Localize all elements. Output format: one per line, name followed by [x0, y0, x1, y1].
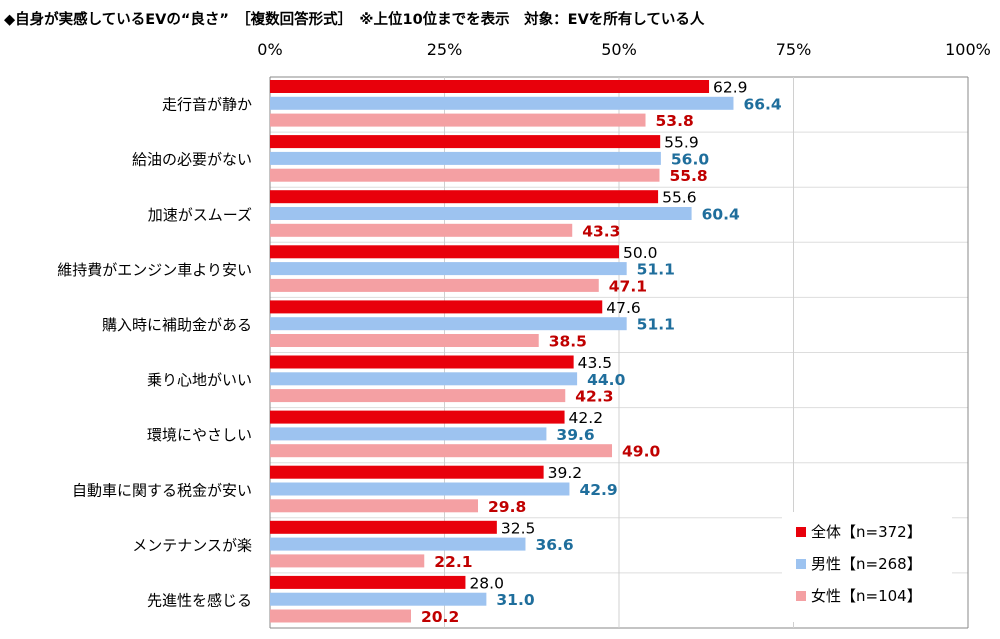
bar — [270, 592, 487, 606]
data-label: 39.2 — [548, 464, 583, 482]
x-tick-label: 25% — [427, 40, 463, 59]
bar — [270, 465, 544, 479]
data-label: 38.5 — [549, 333, 587, 351]
bar — [270, 520, 497, 534]
data-label: 55.9 — [664, 134, 699, 152]
bar — [270, 135, 661, 149]
legend-swatch — [796, 559, 806, 569]
bar — [270, 372, 578, 386]
category-label: 購入時に補助金がある — [102, 316, 252, 334]
category-label: 走行音が静か — [162, 96, 252, 114]
category-label: 環境にやさしい — [147, 426, 252, 444]
legend-swatch — [796, 591, 806, 601]
data-label: 43.5 — [578, 354, 613, 372]
bar — [270, 609, 411, 623]
category-label: 自動車に関する税金が安い — [72, 481, 252, 499]
bar — [270, 278, 599, 292]
data-label: 56.0 — [671, 150, 709, 168]
data-label: 51.1 — [637, 261, 675, 279]
category-label: 加速がスムーズ — [148, 206, 252, 224]
x-tick-label: 75% — [776, 40, 812, 59]
data-label: 55.6 — [662, 189, 697, 207]
bar — [270, 427, 547, 441]
data-label: 60.4 — [702, 206, 740, 224]
data-label: 53.8 — [656, 112, 694, 130]
bar — [270, 537, 526, 551]
bar — [270, 151, 661, 165]
category-label: 先進性を感じる — [147, 591, 252, 609]
bar — [270, 262, 627, 276]
data-label: 20.2 — [421, 608, 459, 626]
data-label: 62.9 — [713, 79, 748, 97]
category-label: 維持費がエンジン車より安い — [57, 261, 252, 279]
data-label: 42.9 — [579, 481, 617, 499]
data-label: 29.8 — [488, 498, 526, 516]
x-tick-label: 0% — [257, 40, 282, 59]
data-label: 22.1 — [434, 553, 472, 571]
bar — [270, 113, 646, 127]
legend-label: 男性【n=268】 — [811, 555, 922, 573]
bar — [270, 444, 613, 458]
bar — [270, 245, 619, 259]
legend-label: 全体【n=372】 — [811, 523, 922, 541]
bar — [270, 96, 734, 110]
data-label: 51.1 — [637, 316, 675, 334]
category-label: メンテナンスが楽 — [132, 536, 252, 554]
chart-title: ◆自身が実感しているEVの“良さ” ［複数回答形式］ ※上位10位までを表示 対… — [4, 10, 705, 28]
data-label: 42.2 — [569, 409, 604, 427]
bar — [270, 482, 570, 496]
bar — [270, 554, 425, 568]
data-label: 28.0 — [469, 574, 504, 592]
data-label: 47.1 — [609, 277, 647, 295]
data-label: 32.5 — [501, 519, 536, 537]
bar — [270, 334, 539, 347]
legend-label: 女性【n=104】 — [811, 587, 922, 605]
data-label: 43.3 — [582, 222, 620, 240]
data-label: 66.4 — [743, 95, 781, 113]
bar — [270, 223, 573, 237]
data-label: 55.8 — [669, 167, 707, 185]
bar — [270, 317, 627, 331]
data-label: 50.0 — [623, 244, 658, 262]
bar — [270, 410, 565, 424]
category-label: 乗り心地がいい — [147, 371, 252, 389]
data-label: 42.3 — [575, 388, 613, 406]
bar — [270, 207, 692, 220]
bar — [270, 190, 659, 204]
data-label: 31.0 — [496, 591, 534, 609]
data-label: 39.6 — [556, 426, 594, 444]
category-label: 給油の必要がない — [132, 151, 252, 169]
legend-box — [782, 512, 952, 622]
bar — [270, 499, 479, 513]
bar — [270, 355, 574, 369]
x-tick-label: 50% — [601, 40, 637, 59]
bar — [270, 575, 466, 589]
bar — [270, 80, 710, 93]
legend-swatch — [796, 527, 806, 537]
data-label: 49.0 — [622, 443, 660, 461]
bar — [270, 168, 660, 182]
x-tick-label: 100% — [945, 40, 991, 59]
bar — [270, 300, 603, 314]
data-label: 44.0 — [587, 371, 625, 389]
bar — [270, 389, 566, 403]
data-label: 36.6 — [535, 536, 573, 554]
data-label: 47.6 — [606, 299, 641, 317]
